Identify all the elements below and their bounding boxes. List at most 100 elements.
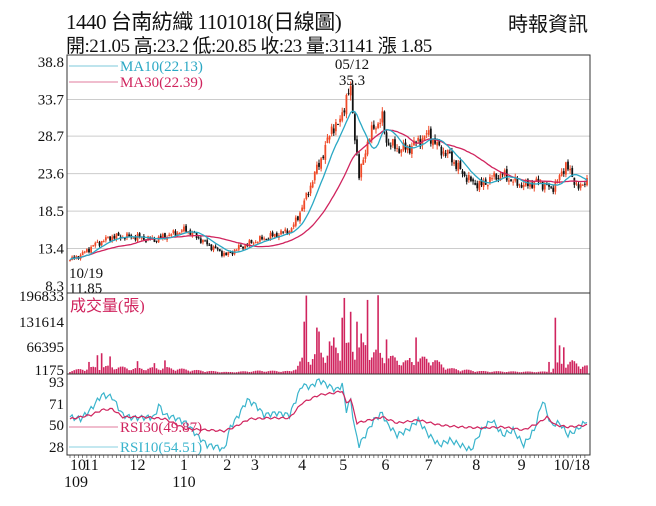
candle-body [571,168,574,177]
volume-tick-label: 1175 [35,363,64,379]
rsi-tick-label: 50 [49,418,64,434]
candle-body [216,248,219,250]
candle-body [81,252,84,256]
volume-bar [389,355,392,374]
candle-body [345,95,348,115]
candle-body [486,184,489,187]
volume-bar [453,368,455,374]
rsi-tick-label: 93 [49,375,64,391]
x-tick-label: 12 [130,457,146,474]
candle-body [402,143,405,151]
candle-body [383,111,386,133]
candle-body [360,163,363,178]
volume-bar [100,353,103,374]
volume-bar [375,349,377,374]
candle-body [159,235,162,238]
candle-body [556,180,559,183]
high-value-label: 35.3 [339,73,365,89]
candle-body [94,242,97,246]
volume-bar [79,369,82,374]
x-tick-label: 5 [339,457,347,474]
volume-bar [586,365,588,374]
x-tick-label: 1 [180,457,188,474]
volume-bar [472,371,474,374]
candle-body [218,249,221,251]
volume-bar [227,371,230,374]
volume-bar [514,371,517,374]
volume-bar [311,359,314,374]
volume-bar [434,360,436,374]
candle-body [109,236,111,241]
volume-bar [183,368,185,374]
candle-body [396,148,398,150]
volume-bar [417,361,419,374]
candle-body [379,122,382,124]
candle-body [320,158,323,169]
volume-bar [174,370,177,374]
volume-bar [69,372,71,374]
candle-body [472,179,474,182]
candle-body [465,177,468,182]
candle-body [237,245,240,250]
volume-bar [569,361,571,374]
volume-bar [259,370,261,374]
volume-bar [290,371,293,374]
volume-bar [487,371,489,374]
candle-body [438,140,441,146]
volume-bar [257,370,259,374]
candle-body [315,164,318,174]
candle-body [476,183,479,189]
candle-body [427,130,430,135]
candle-body [564,162,567,175]
volume-bar [88,361,90,374]
volume-bar [318,331,320,374]
candle-body [375,128,377,130]
volume-bar [105,366,107,374]
volume-bar [522,371,525,374]
volume-bar [143,370,145,374]
candle-body [227,252,230,256]
volume-bar [535,372,538,374]
volume-bar [322,357,325,374]
candle-body [453,162,455,165]
volume-bar [263,371,265,374]
volume-bar [320,352,322,374]
volume-bar [229,371,232,374]
volume-bar [328,341,331,374]
candle-body [307,194,310,196]
candle-body [174,231,177,236]
candle-body [305,192,308,200]
volume-bar [191,370,194,374]
volume-bar [280,371,282,374]
volume-bar [548,361,550,374]
volume-bar [162,368,164,374]
volume-bar [484,371,487,374]
volume-bar [556,362,559,374]
candle-body [265,239,268,241]
volume-bar [96,355,99,374]
volume-bar [221,372,223,374]
volume-bar [565,367,567,374]
x-tick-label: 8 [472,457,480,474]
candle-body [178,232,181,235]
candle-body [429,128,432,144]
candle-body [400,149,403,153]
volume-bar [155,368,158,374]
low-date-label: 10/19 [69,266,103,282]
candle-body [463,172,466,176]
volume-bar [170,368,173,374]
volume-bar [204,372,206,374]
volume-bar [250,371,253,374]
candle-body [474,183,477,185]
candle-body [520,185,523,188]
volume-bar [292,370,295,374]
candle-body [370,125,373,140]
volume-bar [562,347,565,374]
candle-body [499,174,502,181]
volume-bar [90,367,92,374]
candle-body [408,145,411,154]
price-tick-label: 38.8 [38,55,64,71]
volume-bar [117,367,120,374]
volume-bar [265,371,268,374]
volume-bar [539,371,542,374]
